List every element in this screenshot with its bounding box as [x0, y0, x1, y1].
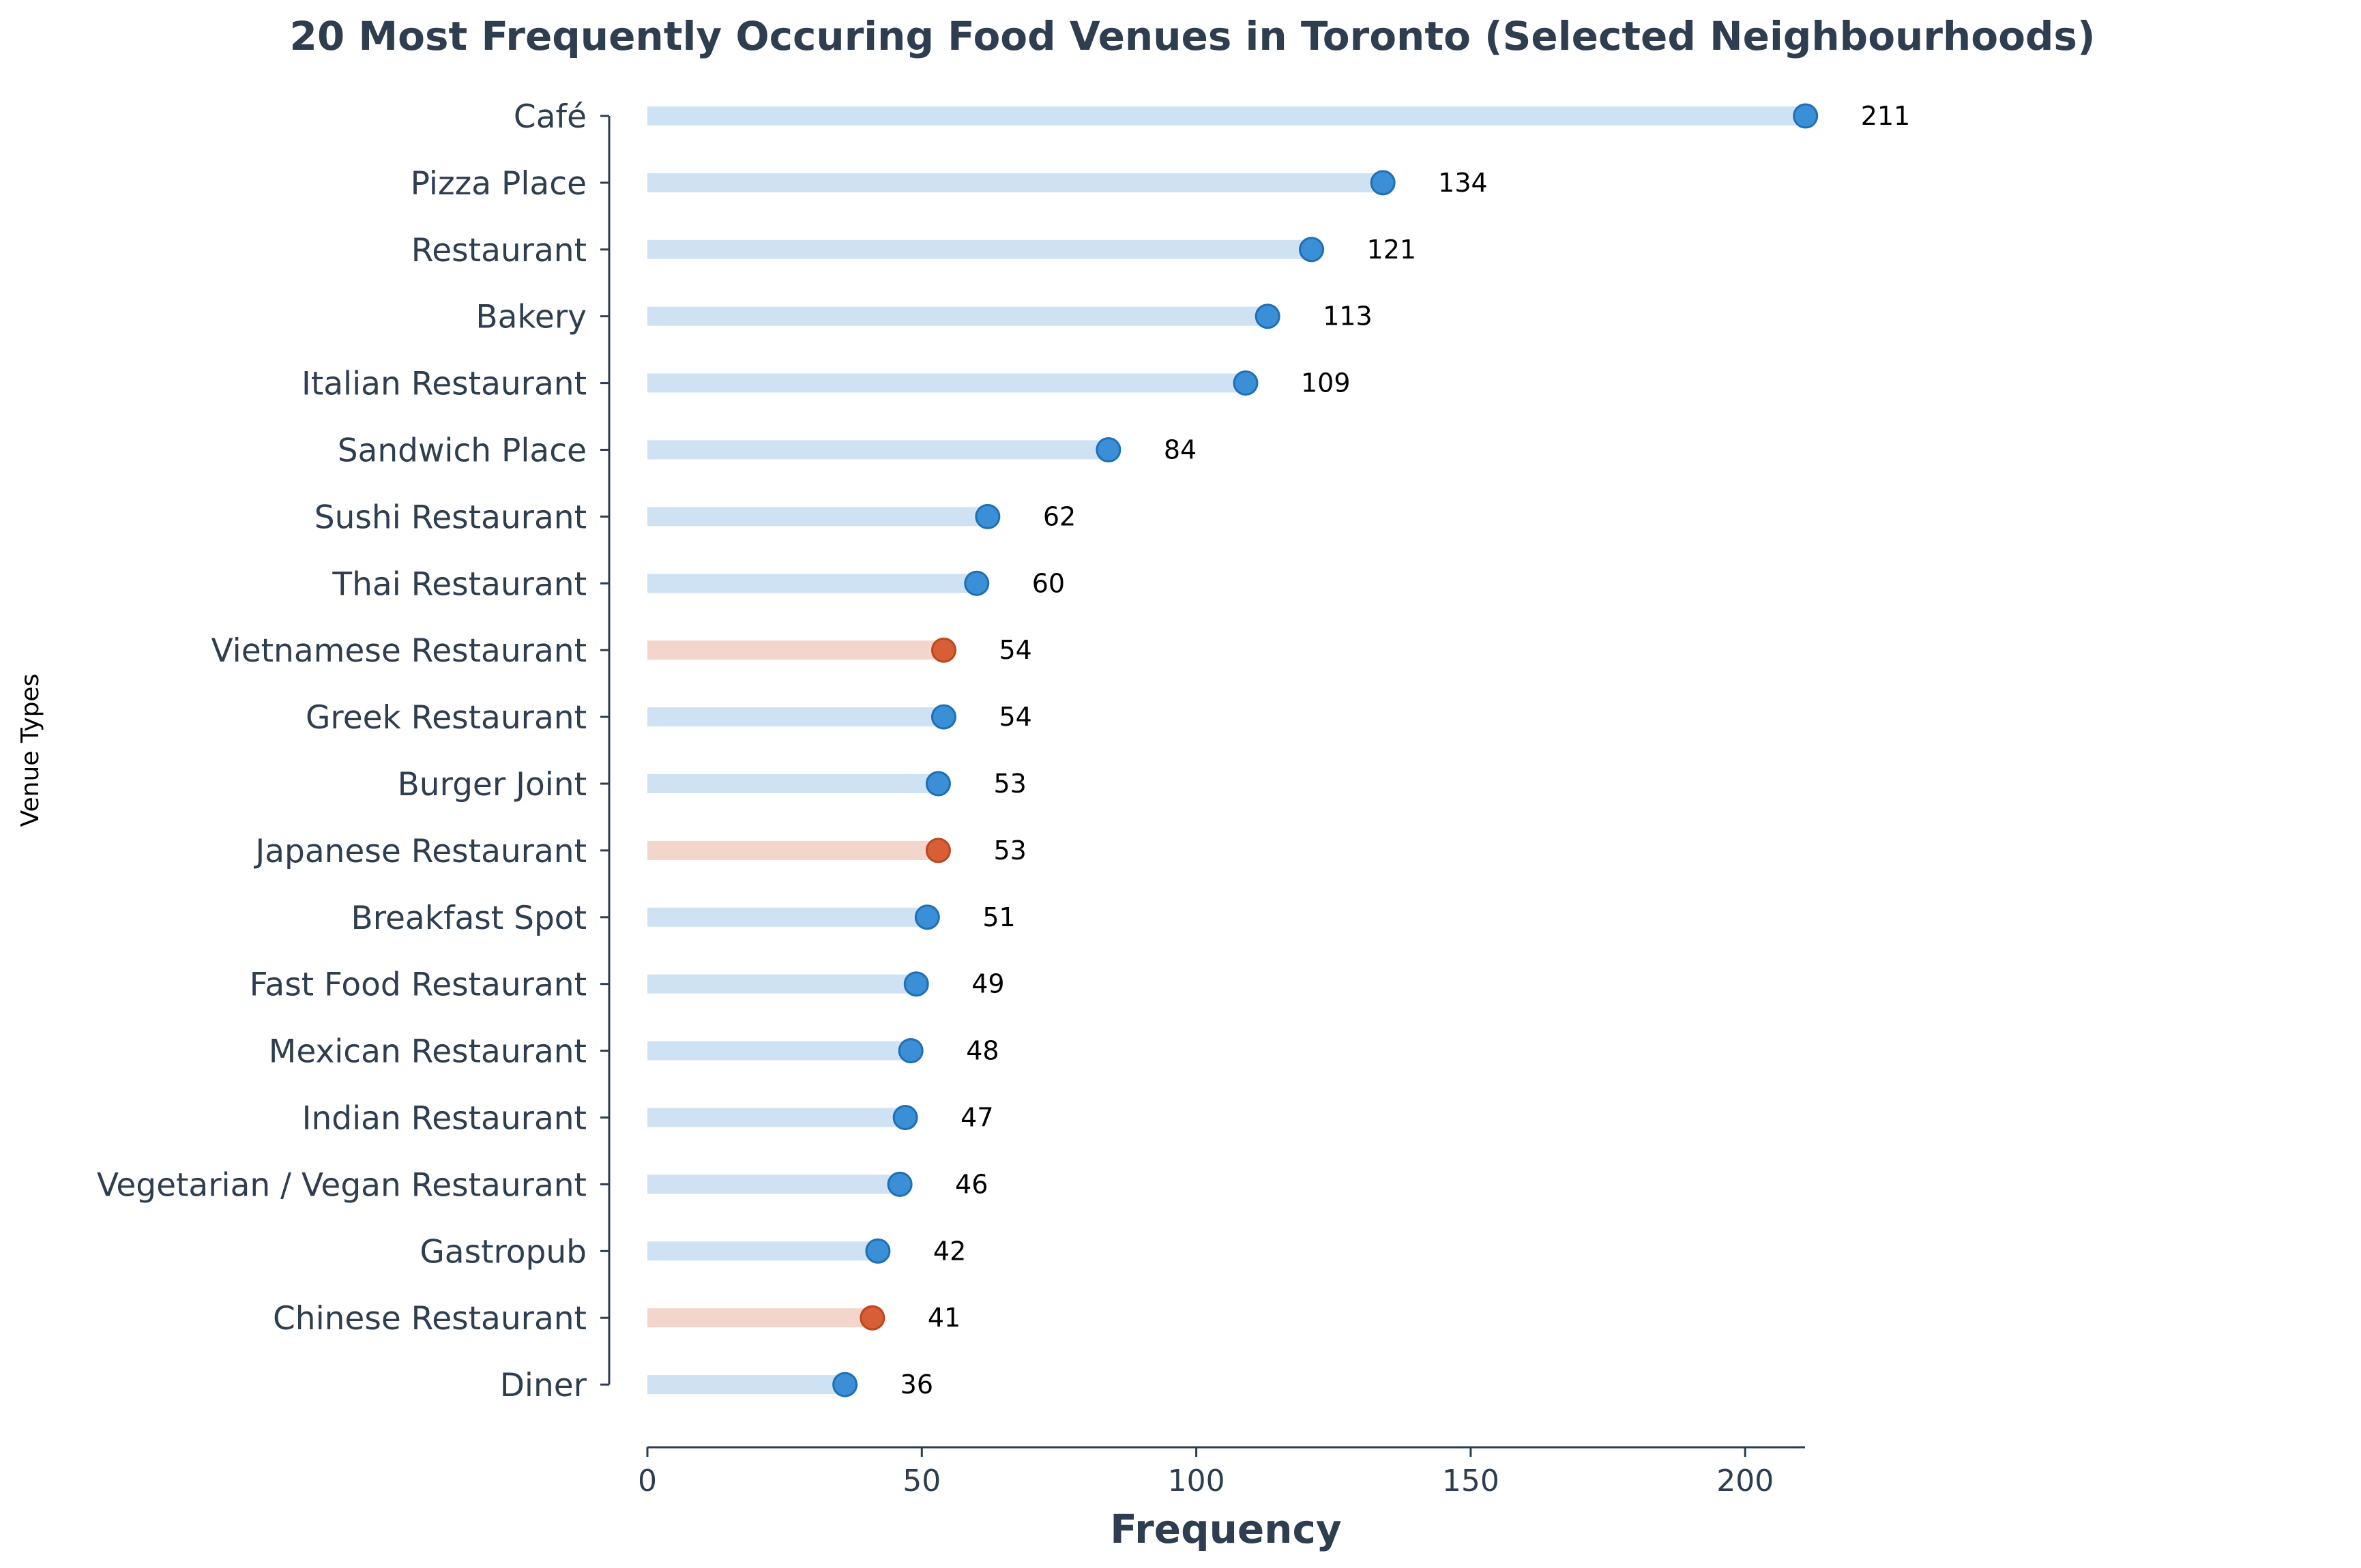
y-tick-label-gastropub: Gastropub — [420, 1233, 587, 1271]
dot-thai-restaurant — [964, 570, 990, 596]
dot-restaurant — [1299, 237, 1325, 263]
y-tick-label-sushi-restaurant: Sushi Restaurant — [314, 499, 587, 536]
stem-italian-restaurant — [647, 373, 1246, 393]
stem-thai-restaurant — [647, 574, 977, 593]
y-tick-label-thai-restaurant: Thai Restaurant — [332, 565, 587, 603]
value-label-pizza-place: 134 — [1438, 168, 1488, 198]
y-tick-label-restaurant: Restaurant — [411, 232, 587, 269]
value-label-mexican-restaurant: 48 — [966, 1036, 999, 1066]
dot-indian-restaurant — [892, 1105, 918, 1130]
value-label-thai-restaurant: 60 — [1032, 568, 1065, 598]
stem-vietnamese-restaurant — [647, 640, 944, 660]
dot-greek-restaurant — [930, 704, 956, 730]
x-tick-labels: 0 50 100 150 200 — [638, 1447, 1774, 1498]
value-label-fast-food-restaurant: 49 — [971, 969, 1004, 999]
x-tick-label-50: 50 — [903, 1464, 941, 1498]
x-tick-label-0: 0 — [638, 1464, 657, 1498]
y-tick-label-mexican-restaurant: Mexican Restaurant — [269, 1033, 587, 1071]
value-label-chinese-restaurant: 41 — [928, 1303, 960, 1333]
y-tick-label-pizza-place: Pizza Place — [411, 165, 587, 203]
x-tick-label-100: 100 — [1168, 1464, 1225, 1498]
y-tick-label-greek-restaurant: Greek Restaurant — [306, 699, 587, 737]
value-label-italian-restaurant: 109 — [1301, 368, 1351, 398]
y-tick-label-burger-joint: Burger Joint — [398, 766, 587, 803]
stem-sandwich-place — [647, 440, 1109, 460]
y-tick-label-chinese-restaurant: Chinese Restaurant — [273, 1300, 587, 1337]
stem-mexican-restaurant — [647, 1041, 911, 1061]
stem-vegetarian-vegan-restaurant — [647, 1174, 900, 1194]
dot-japanese-restaurant — [925, 838, 951, 863]
value-label-greek-restaurant: 54 — [999, 702, 1031, 732]
dot-italian-restaurant — [1233, 370, 1259, 396]
chart-title: 20 Most Frequently Occuring Food Venues … — [290, 13, 2096, 59]
dot-burger-joint — [925, 771, 951, 797]
stem-fast-food-restaurant — [647, 974, 917, 994]
value-label-vietnamese-restaurant: 54 — [999, 635, 1031, 665]
dot-mexican-restaurant — [898, 1038, 924, 1064]
stem-gastropub — [647, 1241, 878, 1261]
value-label-diner: 36 — [900, 1370, 933, 1400]
dot-vegetarian-vegan-restaurant — [887, 1171, 913, 1197]
stem-diner — [647, 1375, 845, 1395]
x-axis-label: Frequency — [1110, 1506, 1341, 1552]
value-label-indian-restaurant: 47 — [960, 1103, 993, 1133]
stem-breakfast-spot — [647, 907, 928, 927]
value-label-sushi-restaurant: 62 — [1043, 501, 1076, 531]
dot-breakfast-spot — [914, 904, 940, 930]
value-label-sandwich-place: 84 — [1164, 435, 1197, 465]
dot-gastropub — [865, 1238, 891, 1264]
value-label-restaurant: 121 — [1367, 235, 1417, 265]
stem-greek-restaurant — [647, 707, 944, 727]
stem-sushi-restaurant — [647, 507, 988, 527]
y-tick-label-vietnamese-restaurant: Vietnamese Restaurant — [211, 632, 587, 670]
y-tick-label-caf: Café — [514, 98, 587, 136]
stem-caf — [647, 106, 1806, 125]
y-tick-label-fast-food-restaurant: Fast Food Restaurant — [250, 966, 587, 1004]
chart-marks: 211 134 121 113 109 84 62 60 54 54 53 53 51 49 48 47 46 4… — [647, 101, 1910, 1400]
dot-bakery — [1255, 304, 1280, 329]
value-label-japanese-restaurant: 53 — [993, 835, 1026, 866]
stem-chinese-restaurant — [647, 1308, 872, 1328]
dot-pizza-place — [1370, 170, 1396, 196]
stem-pizza-place — [647, 173, 1383, 192]
stem-burger-joint — [647, 774, 939, 793]
stem-restaurant — [647, 239, 1312, 259]
y-tick-label-japanese-restaurant: Japanese Restaurant — [253, 833, 587, 870]
dot-sushi-restaurant — [975, 503, 1001, 529]
dot-diner — [832, 1372, 858, 1397]
value-label-burger-joint: 53 — [993, 769, 1026, 799]
dot-vietnamese-restaurant — [930, 637, 956, 663]
y-tick-label-italian-restaurant: Italian Restaurant — [302, 366, 587, 403]
stem-bakery — [647, 306, 1268, 326]
stem-indian-restaurant — [647, 1108, 906, 1127]
value-label-breakfast-spot: 51 — [982, 902, 1015, 932]
dot-caf — [1793, 103, 1819, 129]
value-label-caf: 211 — [1861, 101, 1911, 131]
x-tick-label-200: 200 — [1716, 1464, 1774, 1498]
value-label-bakery: 113 — [1323, 301, 1373, 331]
y-tick-label-sandwich-place: Sandwich Place — [338, 432, 587, 470]
dot-fast-food-restaurant — [903, 971, 929, 997]
y-tick-label-vegetarian-vegan-restaurant: Vegetarian / Vegan Restaurant — [97, 1166, 587, 1204]
dot-chinese-restaurant — [860, 1305, 885, 1331]
y-tick-labels: Café Pizza Place Restaurant Bakery Italian R… — [97, 98, 609, 1404]
y-tick-label-breakfast-spot: Breakfast Spot — [351, 900, 587, 937]
y-tick-label-diner: Diner — [500, 1367, 587, 1404]
x-tick-label-150: 150 — [1442, 1464, 1499, 1498]
y-tick-label-bakery: Bakery — [475, 299, 587, 336]
value-label-gastropub: 42 — [933, 1236, 966, 1266]
y-tick-label-indian-restaurant: Indian Restaurant — [302, 1100, 587, 1138]
dot-sandwich-place — [1096, 437, 1121, 462]
y-axis-label: Venue Types — [16, 674, 44, 827]
value-label-vegetarian-vegan-restaurant: 46 — [955, 1169, 988, 1199]
stem-japanese-restaurant — [647, 840, 939, 860]
